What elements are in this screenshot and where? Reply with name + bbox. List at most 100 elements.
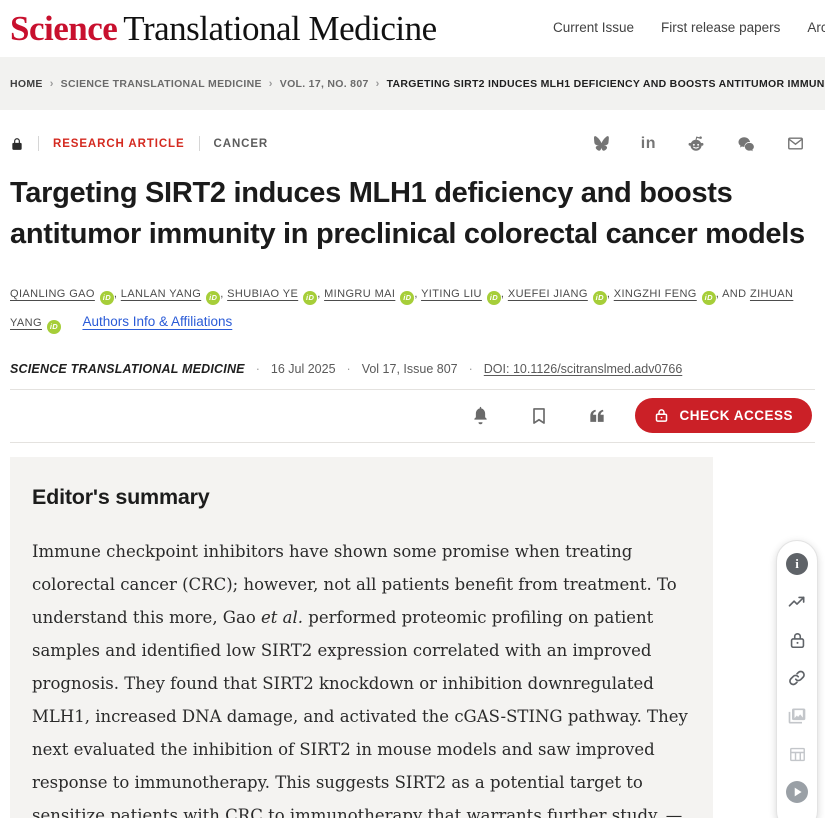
access-lock-button[interactable] xyxy=(786,629,808,651)
author-separator: , xyxy=(500,288,508,301)
breadcrumb: HOME › SCIENCE TRANSLATIONAL MEDICINE › VOL.… xyxy=(10,78,825,90)
metrics-icon xyxy=(788,596,805,607)
breadcrumb-issue[interactable]: VOL. 17, NO. 807 xyxy=(279,77,369,90)
article-title: Targeting SIRT2 induces MLH1 deficiency … xyxy=(10,177,805,251)
action-bar: CHECK ACCESS xyxy=(10,390,815,442)
bookmark-button[interactable] xyxy=(529,406,549,426)
social-share-bar: in xyxy=(592,134,805,153)
figures-button[interactable] xyxy=(786,705,808,727)
author-name[interactable]: XINGZHI FENG xyxy=(613,288,697,301)
linkedin-icon: in xyxy=(640,134,656,152)
editors-summary-text: Immune checkpoint inhibitors have shown … xyxy=(32,542,688,818)
orcid-icon[interactable]: iD xyxy=(206,290,221,305)
breadcrumb-home[interactable]: HOME xyxy=(10,77,43,90)
info-button[interactable]: i xyxy=(786,553,808,575)
divider xyxy=(10,389,815,391)
play-icon xyxy=(794,787,802,797)
meta-date: 16 Jul 2025 xyxy=(270,362,336,377)
orcid-icon[interactable]: iD xyxy=(486,290,501,305)
divider xyxy=(198,136,200,151)
nav-archive[interactable]: Archive xyxy=(807,20,825,35)
dot-separator: · xyxy=(468,362,473,377)
lock-icon xyxy=(10,137,24,151)
orcid-icon[interactable]: iD xyxy=(46,319,61,334)
author-name[interactable]: SHUBIAO YE xyxy=(227,288,299,301)
reddit-icon xyxy=(688,136,704,151)
chevron-right-icon: › xyxy=(268,77,273,90)
breadcrumb-band: HOME › SCIENCE TRANSLATIONAL MEDICINE › VOL.… xyxy=(0,57,825,110)
meta-journal: SCIENCE TRANSLATIONAL MEDICINE xyxy=(10,362,245,377)
alerts-button[interactable] xyxy=(470,405,491,426)
logo-science: Science xyxy=(10,8,118,48)
author: XUEFEI JIANG iD, xyxy=(507,288,614,305)
orcid-icon[interactable]: iD xyxy=(99,290,114,305)
table-icon xyxy=(789,747,805,761)
author-separator: , xyxy=(606,288,614,301)
author: XINGZHI FENG iD, AND xyxy=(613,288,750,305)
article-section-label[interactable]: CANCER xyxy=(213,137,269,150)
breadcrumb-article: TARGETING SIRT2 INDUCES MLH1 DEFICIENCY … xyxy=(386,77,825,90)
orcid-icon[interactable]: iD xyxy=(701,290,716,305)
author-name[interactable]: LANLAN YANG xyxy=(120,288,202,301)
author: MINGRU MAI iD, xyxy=(324,288,422,305)
author-separator: , AND xyxy=(715,288,750,301)
linkedin-share-button[interactable]: in xyxy=(640,134,656,152)
meta-issue: Vol 17, Issue 807 xyxy=(361,362,458,377)
author: ZIHUAN YANG iD xyxy=(10,288,794,334)
share-link-button[interactable] xyxy=(786,667,808,689)
info-icon: i xyxy=(795,556,799,571)
article-meta: SCIENCE TRANSLATIONAL MEDICINE · 16 Jul … xyxy=(10,362,815,376)
tables-button[interactable] xyxy=(786,743,808,765)
meta-doi-link[interactable]: DOI: 10.1126/scitranslmed.adv0766 xyxy=(483,362,683,377)
wechat-share-button[interactable] xyxy=(736,135,756,153)
lock-icon xyxy=(790,632,804,648)
author: QIANLING GAO iD, xyxy=(10,288,121,305)
bluesky-share-button[interactable] xyxy=(592,135,611,153)
author-name[interactable]: QIANLING GAO xyxy=(10,288,95,301)
author-separator: , xyxy=(220,288,228,301)
author-separator: , xyxy=(113,288,121,301)
nav-current-issue[interactable]: Current Issue xyxy=(553,20,635,35)
chevron-right-icon: › xyxy=(49,77,54,90)
article-side-toolbar: i xyxy=(776,540,818,818)
orcid-icon[interactable]: iD xyxy=(400,290,415,305)
author-name[interactable]: YITING LIU xyxy=(421,288,482,301)
article-main: RESEARCH ARTICLE CANCER in Targeting SIR… xyxy=(0,134,825,818)
play-button[interactable] xyxy=(786,781,808,803)
metrics-button[interactable] xyxy=(786,591,808,613)
author: LANLAN YANG iD, xyxy=(120,288,228,305)
editors-summary-heading: Editor's summary xyxy=(32,485,210,510)
author-separator: , xyxy=(414,288,422,301)
bookmark-icon xyxy=(533,407,546,424)
orcid-icon[interactable]: iD xyxy=(592,290,607,305)
editors-summary-box: Editor's summary Immune checkpoint inhib… xyxy=(10,457,713,818)
author-name[interactable]: XUEFEI JIANG xyxy=(507,288,588,301)
journal-logo[interactable]: Science Translational Medicine xyxy=(10,9,437,49)
authors-info-link[interactable]: Authors Info & Affiliations xyxy=(82,314,233,330)
breadcrumb-journal[interactable]: SCIENCE TRANSLATIONAL MEDICINE xyxy=(60,77,262,90)
figures-icon xyxy=(788,708,806,724)
logo-suffix: Translational Medicine xyxy=(123,8,437,48)
kicker-row: RESEARCH ARTICLE CANCER in xyxy=(10,134,815,153)
dot-separator: · xyxy=(255,362,260,377)
link-icon xyxy=(789,670,805,686)
wechat-icon xyxy=(738,136,754,151)
article-type-label[interactable]: RESEARCH ARTICLE xyxy=(53,137,185,150)
reddit-share-button[interactable] xyxy=(686,134,706,153)
chevron-right-icon: › xyxy=(375,77,380,90)
bluesky-icon xyxy=(593,135,609,151)
author: YITING LIU iD, xyxy=(421,288,508,305)
email-icon xyxy=(788,137,803,150)
email-share-button[interactable] xyxy=(786,135,805,152)
orcid-icon[interactable]: iD xyxy=(303,290,318,305)
check-access-button[interactable]: CHECK ACCESS xyxy=(635,398,812,434)
author-name[interactable]: ZIHUAN YANG xyxy=(10,288,794,330)
divider xyxy=(38,136,39,151)
dot-separator: · xyxy=(346,362,351,377)
site-header: Science Translational Medicine Current Is… xyxy=(0,0,825,57)
author-name[interactable]: MINGRU MAI xyxy=(324,288,396,301)
author: SHUBIAO YE iD, xyxy=(227,288,324,305)
nav-first-release-papers[interactable]: First release papers xyxy=(661,20,781,35)
cite-button[interactable] xyxy=(587,406,607,426)
kicker: RESEARCH ARTICLE CANCER xyxy=(10,136,268,151)
